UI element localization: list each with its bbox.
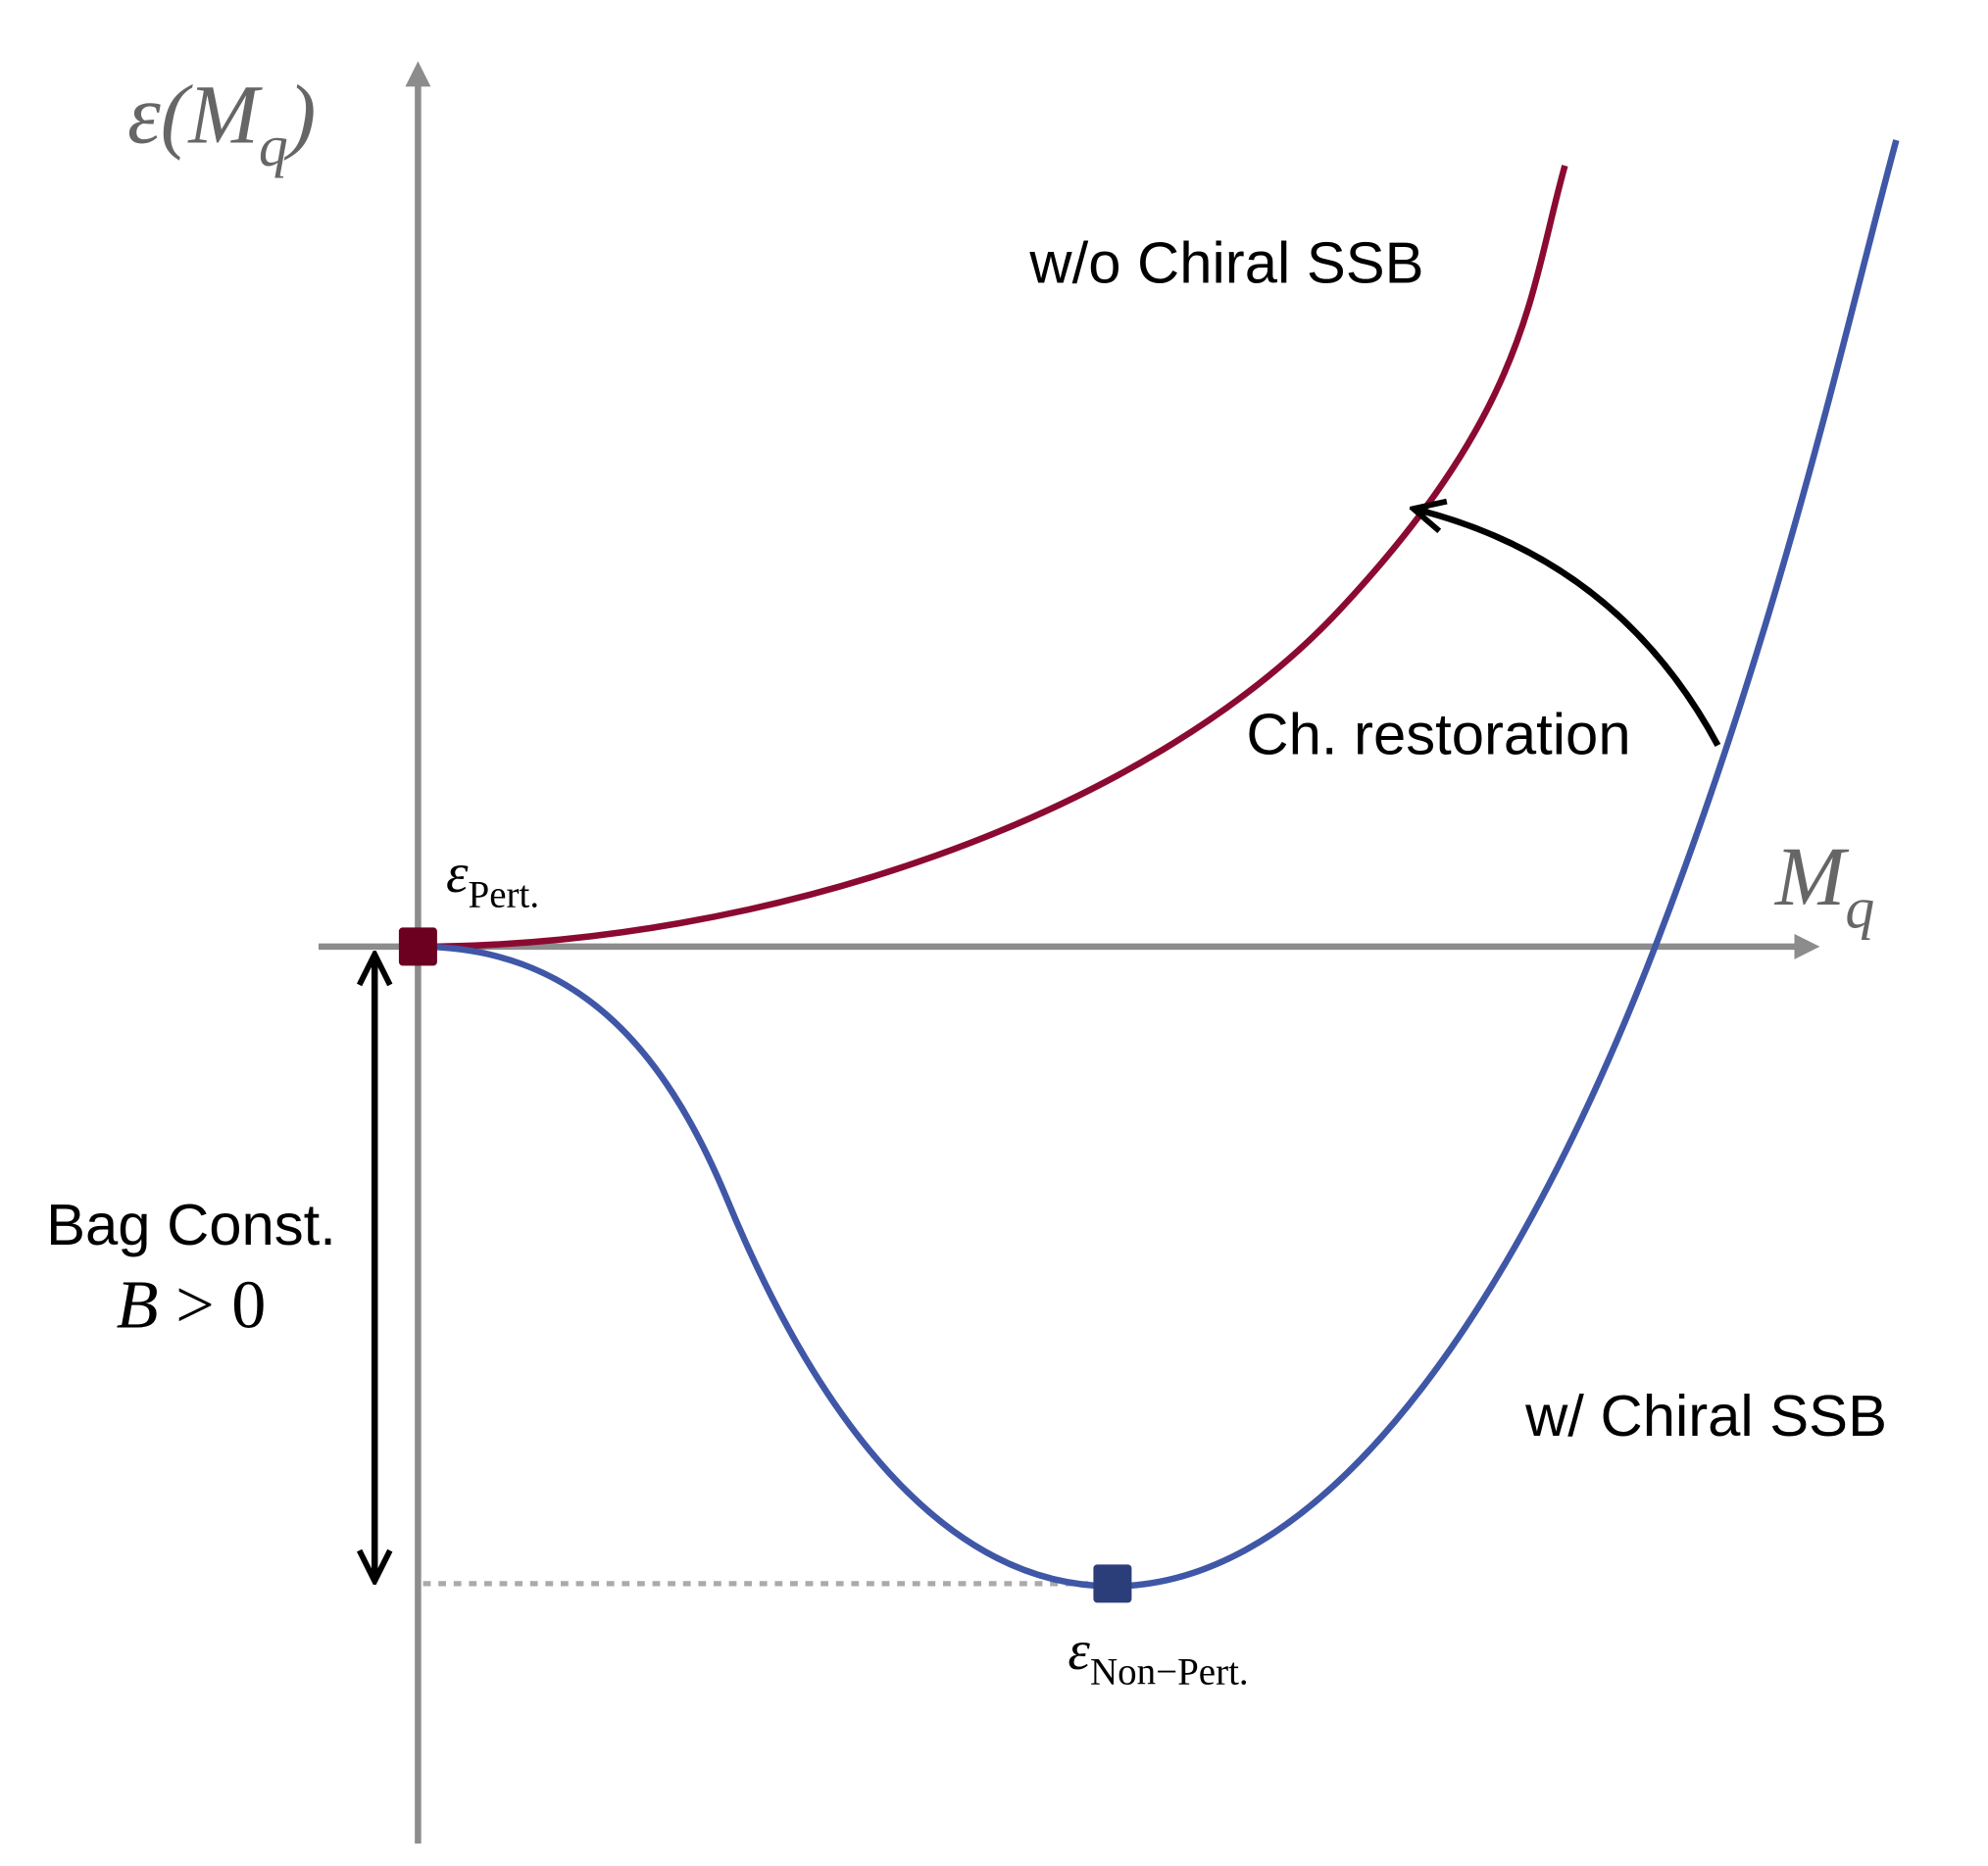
text-part: M (1774, 830, 1850, 923)
text-part: > 0 (159, 1267, 267, 1344)
text-part: Non−Pert. (1090, 1651, 1249, 1694)
text-part: ε (1068, 1620, 1090, 1682)
restoration-arrow (1417, 510, 1721, 748)
text-part: q (259, 114, 288, 178)
curve-without-ssb (418, 165, 1568, 951)
non-perturbative-point (1093, 1564, 1132, 1603)
text-part: B (117, 1267, 159, 1344)
text-part: Pert. (469, 874, 540, 916)
annotation: B > 0 (117, 1267, 267, 1344)
text-part: ) (283, 69, 317, 162)
curve-label: w/o Chiral SSB (1028, 230, 1423, 296)
text-part: ε (446, 843, 469, 905)
y-axis-label: ε(Mq) (127, 69, 316, 178)
text-part: q (1845, 875, 1874, 940)
annotation: Bag Const. (46, 1192, 336, 1257)
perturbative-label: εPert. (446, 843, 539, 916)
curve-label: w/ Chiral SSB (1524, 1383, 1887, 1449)
x-axis-label: Mq (1774, 830, 1874, 940)
text-part: ε(M (127, 69, 263, 162)
non-perturbative-label: εNon−Pert. (1068, 1620, 1248, 1694)
annotation: Ch. restoration (1246, 702, 1630, 767)
curve-with-ssb (418, 139, 1900, 1590)
perturbative-point (398, 927, 437, 966)
